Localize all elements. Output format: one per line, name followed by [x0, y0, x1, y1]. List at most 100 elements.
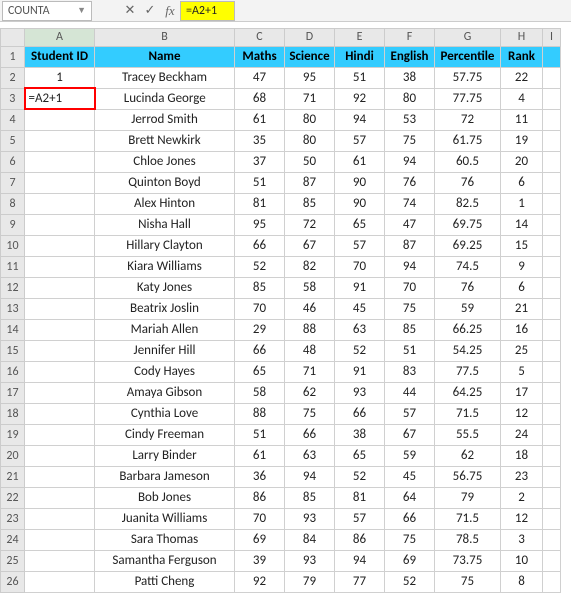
row-header[interactable]: 13 [1, 298, 25, 319]
cell[interactable] [543, 466, 561, 487]
row-header[interactable]: 19 [1, 424, 25, 445]
row-header[interactable]: 9 [1, 214, 25, 235]
row-header[interactable]: 4 [1, 109, 25, 130]
cell[interactable]: 65 [235, 361, 285, 382]
cell[interactable]: 63 [335, 319, 385, 340]
cell[interactable] [543, 172, 561, 193]
cell[interactable]: 54.25 [435, 340, 501, 361]
cell[interactable]: 86 [335, 529, 385, 550]
cell[interactable]: 83 [385, 361, 435, 382]
cell[interactable]: Cody Hayes [95, 361, 235, 382]
row-header[interactable]: 20 [1, 445, 25, 466]
cell[interactable]: 4 [501, 88, 543, 109]
cell[interactable] [25, 214, 95, 235]
cell[interactable]: 68 [235, 88, 285, 109]
cell[interactable]: 77.5 [435, 361, 501, 382]
spreadsheet-grid[interactable]: A B C D E F G H I 1 Student ID Name Math… [0, 22, 571, 593]
cell[interactable] [543, 340, 561, 361]
cell[interactable]: 39 [235, 550, 285, 571]
cell[interactable] [543, 214, 561, 235]
cell[interactable]: 61.75 [435, 130, 501, 151]
cell[interactable]: Quinton Boyd [95, 172, 235, 193]
cell[interactable]: 67 [385, 424, 435, 445]
cell[interactable]: 81 [335, 487, 385, 508]
row-header[interactable]: 23 [1, 508, 25, 529]
cell[interactable]: 70 [335, 256, 385, 277]
cell[interactable]: Bob Jones [95, 487, 235, 508]
cell[interactable]: 94 [335, 550, 385, 571]
cell[interactable]: 12 [501, 403, 543, 424]
cell[interactable]: 88 [285, 319, 335, 340]
header-cell[interactable]: Percentile [435, 46, 501, 67]
cell[interactable]: 45 [335, 298, 385, 319]
cell[interactable]: 91 [335, 361, 385, 382]
cell[interactable]: =A2+1 [25, 88, 95, 109]
cell[interactable] [543, 382, 561, 403]
cell[interactable] [543, 193, 561, 214]
cell[interactable]: 52 [335, 466, 385, 487]
cell[interactable]: 59 [435, 298, 501, 319]
cell[interactable]: Juanita Williams [95, 508, 235, 529]
cell[interactable] [543, 571, 561, 592]
cell[interactable]: 69.25 [435, 235, 501, 256]
row-header[interactable]: 22 [1, 487, 25, 508]
cell[interactable]: 71.5 [435, 403, 501, 424]
cell[interactable] [543, 130, 561, 151]
cell[interactable]: 94 [385, 256, 435, 277]
cell[interactable]: 90 [335, 193, 385, 214]
cell[interactable]: 48 [285, 340, 335, 361]
cell[interactable]: 50 [285, 151, 335, 172]
cell[interactable] [25, 193, 95, 214]
cell[interactable]: Cindy Freeman [95, 424, 235, 445]
cell[interactable]: 72 [435, 109, 501, 130]
col-header-A[interactable]: A [25, 28, 95, 46]
cell[interactable]: 94 [285, 466, 335, 487]
cell[interactable] [543, 319, 561, 340]
cell[interactable]: 85 [385, 319, 435, 340]
col-header-C[interactable]: C [235, 28, 285, 46]
cell[interactable] [25, 277, 95, 298]
cell[interactable]: 95 [285, 67, 335, 88]
cell[interactable] [25, 403, 95, 424]
cell[interactable]: 51 [335, 67, 385, 88]
cell[interactable]: 61 [235, 109, 285, 130]
cell[interactable]: 16 [501, 319, 543, 340]
cell[interactable] [25, 319, 95, 340]
cell[interactable]: Alex Hinton [95, 193, 235, 214]
cell[interactable]: 18 [501, 445, 543, 466]
col-header-F[interactable]: F [385, 28, 435, 46]
cell[interactable] [543, 361, 561, 382]
cell[interactable]: 58 [285, 277, 335, 298]
cell[interactable] [25, 172, 95, 193]
cell[interactable] [25, 487, 95, 508]
cell[interactable]: 70 [235, 298, 285, 319]
cell[interactable]: 69 [235, 529, 285, 550]
cell[interactable]: 66 [235, 340, 285, 361]
cell[interactable]: 75 [385, 130, 435, 151]
cell[interactable] [543, 403, 561, 424]
header-cell[interactable]: Science [285, 46, 335, 67]
cell[interactable] [25, 361, 95, 382]
cell[interactable]: 85 [285, 487, 335, 508]
cell[interactable]: 79 [285, 571, 335, 592]
row-header[interactable]: 24 [1, 529, 25, 550]
cell[interactable]: 76 [435, 277, 501, 298]
cell[interactable]: 64.25 [435, 382, 501, 403]
cell[interactable]: 66 [285, 424, 335, 445]
cell[interactable]: 76 [385, 172, 435, 193]
cell[interactable]: Kiara Williams [95, 256, 235, 277]
row-header[interactable]: 17 [1, 382, 25, 403]
cell[interactable]: Lucinda George [95, 88, 235, 109]
cell[interactable] [543, 235, 561, 256]
cell[interactable]: 3 [501, 529, 543, 550]
cell[interactable]: 44 [385, 382, 435, 403]
cell[interactable]: 17 [501, 382, 543, 403]
cell[interactable]: 10 [501, 550, 543, 571]
cell[interactable]: 75 [285, 403, 335, 424]
cell[interactable]: 85 [235, 277, 285, 298]
cell[interactable]: 74 [385, 193, 435, 214]
cell[interactable]: 51 [235, 172, 285, 193]
row-header[interactable]: 5 [1, 130, 25, 151]
cell[interactable]: 69.75 [435, 214, 501, 235]
row-header[interactable]: 2 [1, 67, 25, 88]
